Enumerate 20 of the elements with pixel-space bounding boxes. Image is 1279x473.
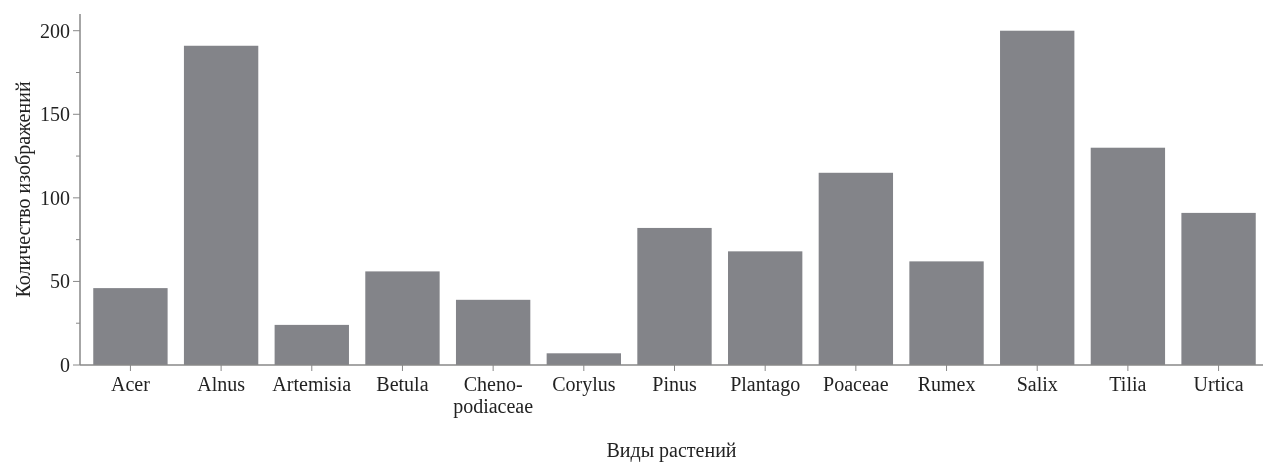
x-tick-label: Alnus xyxy=(197,373,246,395)
x-tick-label: Urtica xyxy=(1193,373,1244,395)
x-tick-label: Poaceae xyxy=(823,373,889,395)
x-tick-label: Salix xyxy=(1016,373,1058,395)
y-tick-label: 0 xyxy=(60,354,70,376)
y-axis-title: Количество изображений xyxy=(12,81,35,298)
y-tick-label: 150 xyxy=(40,103,70,126)
y-tick-label: 50 xyxy=(50,270,70,293)
y-tick-label: 200 xyxy=(40,19,70,42)
x-tick-label: Betula xyxy=(376,373,429,395)
x-tick-label: Rumex xyxy=(917,373,976,395)
x-tick-label: Corylus xyxy=(552,373,616,396)
x-tick-label: Plantago xyxy=(730,373,801,396)
x-tick-label: Tilia xyxy=(1109,373,1147,395)
x-tick-label: Pinus xyxy=(652,373,697,395)
x-tick-label: Acer xyxy=(111,373,151,395)
x-tick-label: Cheno- podiaceae xyxy=(453,373,534,418)
x-axis-title: Виды растений xyxy=(606,439,737,462)
x-tick-label: Artemisia xyxy=(272,373,352,395)
y-tick-label: 100 xyxy=(40,186,70,209)
